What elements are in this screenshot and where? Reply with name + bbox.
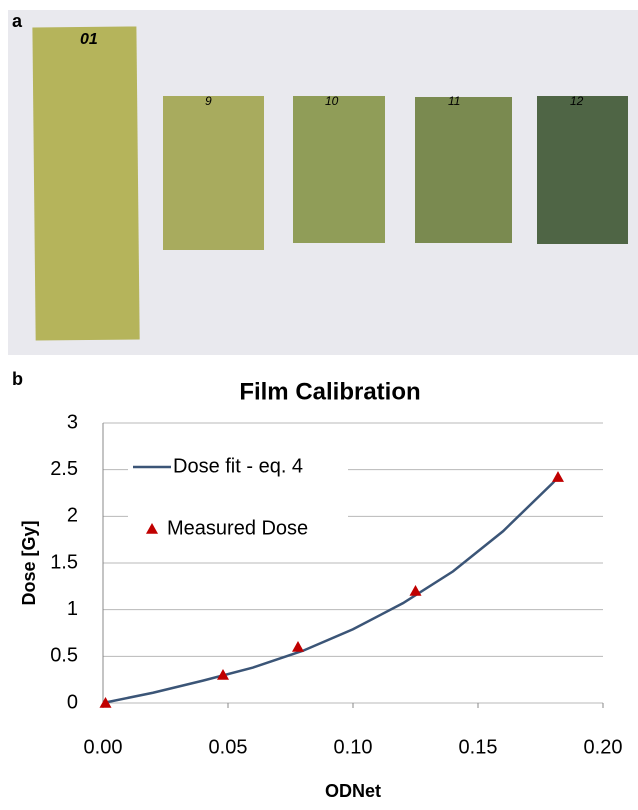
marker bbox=[410, 585, 422, 596]
legend-label: Measured Dose bbox=[167, 517, 308, 539]
film bbox=[415, 97, 512, 243]
y-tick-label: 3 bbox=[67, 411, 78, 433]
y-tick-label: 1 bbox=[67, 598, 78, 620]
x-tick-label: 0.20 bbox=[584, 736, 623, 758]
y-tick-label: 0 bbox=[67, 691, 78, 713]
film bbox=[293, 96, 385, 243]
y-tick-label: 1.5 bbox=[50, 551, 78, 573]
x-tick-label: 0.15 bbox=[459, 736, 498, 758]
fit-line bbox=[103, 477, 558, 703]
marker bbox=[552, 471, 564, 482]
figure: 01 9 10 11 12 a b Film Calibration ODNet… bbox=[0, 0, 638, 805]
film bbox=[32, 26, 139, 340]
film-label: 12 bbox=[570, 94, 584, 108]
film bbox=[163, 96, 264, 250]
y-tick-label: 2 bbox=[67, 505, 78, 527]
y-axis-label: Dose [Gy] bbox=[19, 520, 39, 605]
photo: 01 9 10 11 12 a bbox=[8, 10, 638, 355]
x-tick-label: 0.00 bbox=[84, 736, 123, 758]
x-tick-label: 0.10 bbox=[334, 736, 373, 758]
chart-title: Film Calibration bbox=[239, 378, 420, 405]
panel-label: b bbox=[12, 369, 23, 389]
film-label: 11 bbox=[448, 94, 460, 108]
x-axis-label: ODNet bbox=[325, 781, 381, 801]
panel-label: a bbox=[12, 11, 23, 31]
film-label: 9 bbox=[205, 94, 212, 108]
y-tick-label: 2.5 bbox=[50, 458, 78, 480]
film-label: 10 bbox=[325, 94, 339, 108]
legend-label: Dose fit - eq. 4 bbox=[173, 455, 303, 477]
x-tick-label: 0.05 bbox=[209, 736, 248, 758]
film-label: 01 bbox=[80, 31, 98, 48]
y-tick-label: 0.5 bbox=[50, 645, 78, 667]
marker bbox=[292, 641, 304, 652]
film bbox=[537, 96, 628, 244]
